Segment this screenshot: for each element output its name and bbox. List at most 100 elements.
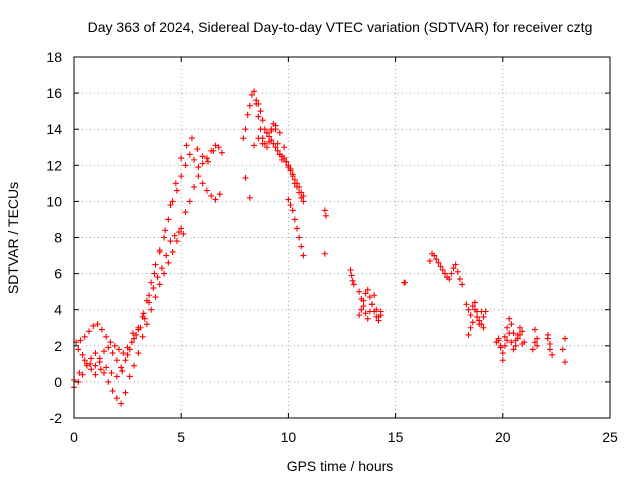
y-tick-label: 0 bbox=[54, 374, 62, 390]
axis-ticks: -2 0 2 4 6 8 10 12 14 16 18 0 5 10 15 20 25 bbox=[46, 49, 618, 445]
data-point-sat-D bbox=[199, 160, 206, 167]
data-point-sat-B bbox=[156, 281, 163, 288]
data-markers bbox=[71, 88, 568, 407]
data-point-sat-B bbox=[161, 270, 168, 277]
data-point-sat-G bbox=[281, 144, 288, 151]
data-point-sat-G bbox=[263, 129, 270, 136]
data-point-sat-G bbox=[298, 243, 305, 250]
data-point-sat-F bbox=[268, 137, 275, 144]
data-point-sat-F bbox=[293, 183, 300, 190]
data-point-sat-C bbox=[86, 328, 93, 335]
data-point-sat-F bbox=[281, 155, 288, 162]
data-point-sat-K bbox=[561, 335, 568, 342]
data-point-sat-A bbox=[76, 369, 83, 376]
data-point-sat-J bbox=[446, 276, 453, 283]
data-point-sat-I bbox=[358, 306, 365, 313]
data-point-sat-D bbox=[122, 357, 129, 364]
data-point-sat-I bbox=[364, 286, 371, 293]
data-point-sat-A bbox=[178, 155, 185, 162]
data-point-sat-E bbox=[242, 126, 249, 133]
data-point-sat-B bbox=[113, 395, 120, 402]
data-point-sat-J bbox=[426, 257, 433, 264]
y-tick-label: 18 bbox=[46, 49, 62, 65]
data-point-sat-L bbox=[544, 335, 551, 342]
data-point-sat-C bbox=[94, 321, 101, 328]
x-axis-label: GPS time / hours bbox=[287, 458, 394, 474]
data-point-sat-I bbox=[369, 301, 376, 308]
data-point-sat-L bbox=[514, 335, 521, 342]
data-point-sat-L bbox=[480, 324, 487, 331]
data-point-sat-G bbox=[285, 196, 292, 203]
data-point-sat-H bbox=[350, 281, 357, 288]
y-tick-label: 12 bbox=[46, 157, 62, 173]
data-point-sat-B bbox=[131, 362, 138, 369]
data-point-sat-G bbox=[289, 207, 296, 214]
data-point-sat-F bbox=[272, 144, 279, 151]
data-point-sat-G bbox=[242, 174, 249, 181]
x-tick-label: 5 bbox=[177, 429, 185, 445]
data-point-sat-A bbox=[146, 292, 153, 299]
data-point-sat-C bbox=[103, 333, 110, 340]
data-point-sat-D bbox=[169, 198, 176, 205]
data-point-sat-A bbox=[124, 351, 131, 358]
data-point-sat-A bbox=[140, 310, 147, 317]
data-point-sat-K bbox=[467, 312, 474, 319]
data-point-sat-A bbox=[199, 153, 206, 160]
data-point-sat-A bbox=[113, 373, 120, 380]
data-point-sat-C bbox=[128, 339, 135, 346]
data-point-sat-K bbox=[549, 351, 556, 358]
data-point-sat-D bbox=[118, 364, 125, 371]
data-point-sat-D bbox=[96, 355, 103, 362]
data-point-sat-B bbox=[212, 196, 219, 203]
data-point-sat-F bbox=[266, 133, 273, 140]
data-point-sat-B bbox=[101, 369, 108, 376]
data-point-sat-D bbox=[165, 216, 172, 223]
data-point-sat-K bbox=[506, 315, 513, 322]
data-point-sat-A bbox=[205, 158, 211, 165]
data-point-sat-C bbox=[176, 229, 183, 236]
data-point-sat-E bbox=[246, 102, 253, 109]
data-point-sat-C bbox=[111, 342, 118, 349]
data-point-sat-C bbox=[133, 331, 140, 338]
data-point-sat-B bbox=[216, 191, 223, 198]
data-point-sat-L bbox=[495, 337, 502, 344]
data-point-sat-B bbox=[79, 371, 86, 378]
data-point-sat-F bbox=[283, 158, 290, 165]
data-point-sat-A bbox=[167, 202, 174, 209]
data-point-sat-I bbox=[356, 312, 363, 319]
x-tick-label: 0 bbox=[70, 429, 78, 445]
data-point-sat-L bbox=[506, 330, 513, 337]
data-point-sat-D bbox=[113, 357, 120, 364]
data-point-sat-D bbox=[182, 162, 189, 169]
data-point-sat-A bbox=[103, 364, 110, 371]
data-point-sat-G bbox=[255, 135, 262, 142]
data-point-sat-A bbox=[194, 146, 201, 153]
data-point-sat-D bbox=[173, 187, 180, 194]
data-point-sat-C bbox=[107, 339, 114, 346]
data-point-sat-D bbox=[191, 156, 198, 163]
data-point-sat-B bbox=[208, 192, 215, 199]
data-point-sat-J bbox=[456, 276, 463, 283]
data-point-sat-F bbox=[300, 198, 307, 205]
data-point-sat-B bbox=[139, 333, 146, 340]
data-point-sat-L bbox=[476, 321, 483, 328]
data-point-sat-K bbox=[508, 321, 515, 328]
data-point-sat-J bbox=[433, 256, 440, 263]
data-point-sat-C bbox=[150, 285, 157, 292]
data-point-sat-A bbox=[119, 368, 126, 375]
data-point-sat-L bbox=[510, 346, 517, 353]
data-point-sat-J bbox=[448, 270, 455, 277]
data-point-sat-H bbox=[371, 292, 378, 299]
data-point-sat-D bbox=[101, 348, 108, 355]
data-point-sat-D bbox=[92, 362, 99, 369]
data-point-sat-C bbox=[77, 337, 84, 344]
data-point-sat-L bbox=[512, 342, 519, 349]
y-tick-label: 10 bbox=[46, 193, 62, 209]
data-point-sat-H bbox=[364, 315, 371, 322]
data-point-sat-B bbox=[118, 400, 125, 407]
data-point-sat-C bbox=[98, 326, 105, 333]
data-point-sat-G bbox=[246, 194, 253, 201]
data-point-sat-L bbox=[546, 346, 553, 353]
y-tick-label: -2 bbox=[50, 410, 63, 426]
data-point-sat-D bbox=[135, 326, 142, 333]
